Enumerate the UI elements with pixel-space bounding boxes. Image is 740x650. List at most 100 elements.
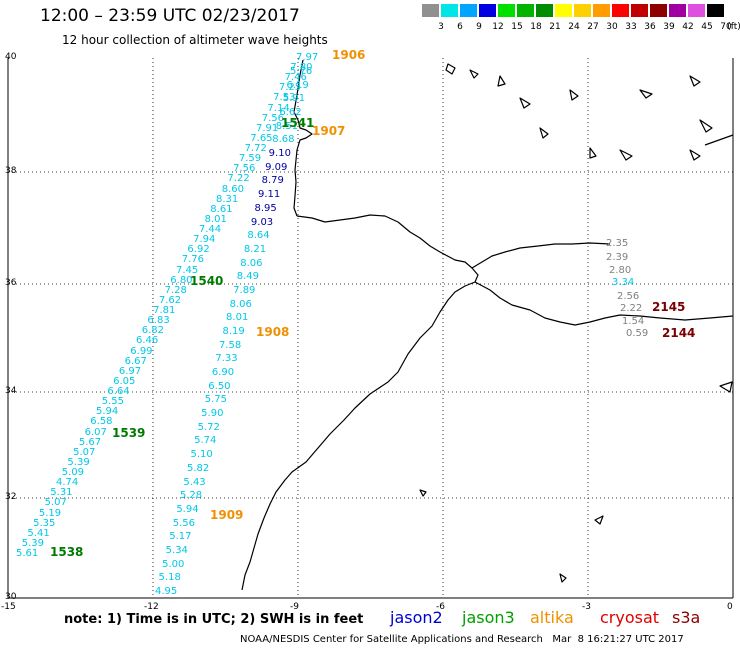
page-subtitle: 12 hour collection of altimeter wave hei… [62, 33, 328, 47]
legend-swatch [650, 4, 667, 17]
track-b-value: 8.21 [243, 243, 267, 255]
legend-unit: (ft) [727, 22, 740, 32]
track-a-value: 7.81 [153, 305, 176, 317]
track-c-value: 2.80 [609, 265, 632, 276]
lat-tick-label: 36 [5, 278, 17, 288]
legend-swatch [422, 4, 439, 17]
legend-swatch [460, 4, 477, 17]
time-label: 1907 [312, 124, 346, 138]
track-a-value: 7.62 [158, 294, 182, 306]
legend-swatch [669, 4, 686, 17]
track-a-value: 8.31 [216, 193, 239, 205]
lon-tick-label: -9 [290, 602, 299, 612]
track-a-value: 7.56 [233, 163, 256, 175]
legend-label: 9 [476, 22, 482, 32]
track-a-value: 5.19 [38, 507, 62, 519]
track-b-value: 5.28 [179, 490, 203, 502]
track-b-value: 5.74 [194, 435, 217, 447]
lat-tick-label: 32 [5, 492, 17, 502]
track-b-value: 6.90 [211, 367, 235, 379]
track-a-value: 7.56 [261, 112, 284, 124]
track-c-value: 1.54 [622, 316, 645, 327]
legend-swatch [688, 4, 705, 17]
lat-tick-label: 38 [5, 166, 17, 176]
footer-note: note: 1) Time is in UTC; 2) SWH is in fe… [64, 612, 364, 627]
track-a-value: 7.65 [250, 132, 273, 144]
track-b-value: 4.95 [155, 586, 178, 597]
track-b-value: 5.43 [183, 476, 206, 488]
track-a-value: 7.44 [198, 224, 222, 236]
track-b-value: 6.50 [208, 380, 231, 392]
track-a-value: 6.67 [124, 355, 147, 367]
track-a-value: 6.80 [170, 274, 193, 286]
lon-tick-label: -12 [144, 602, 159, 612]
time-label: 1908 [256, 325, 290, 339]
track-a-value: 6.83 [147, 315, 170, 327]
track-c-value: 2.22 [620, 303, 643, 314]
track-c-value: 3.34 [612, 277, 635, 288]
track-b-value: 7.58 [218, 339, 242, 351]
track-b-value: 8.06 [240, 257, 263, 269]
track-a-value: 7.53 [273, 92, 296, 104]
track-b-value: 7.33 [215, 353, 238, 365]
track-a-value: 5.39 [21, 537, 44, 549]
track-a-value: 6.92 [187, 244, 210, 256]
track-b-value: 5.90 [201, 408, 224, 420]
track-a-value: 6.99 [130, 345, 153, 357]
page-title: 12:00 – 23:59 UTC 02/23/2017 [40, 6, 300, 26]
track-a-value: 8.01 [204, 213, 227, 225]
track-a-value: 7.59 [238, 153, 262, 165]
track-a-value: 5.94 [96, 406, 119, 418]
track-b-value: 5.94 [176, 503, 199, 515]
legend-swatch [574, 4, 591, 17]
lat-tick-label: 34 [5, 386, 17, 396]
track-b-value: 5.10 [190, 449, 213, 461]
track-a-value: 8.61 [210, 203, 233, 215]
track-b-value: 8.49 [236, 271, 259, 283]
track-a-value: 6.64 [107, 386, 130, 398]
track-a-value: 5.31 [50, 487, 73, 499]
time-label: 1538 [50, 545, 84, 559]
track-b-value: 5.17 [169, 531, 192, 543]
track-a-value: 4.74 [56, 477, 79, 489]
legend-swatch [517, 4, 534, 17]
track-a-value: 6.05 [113, 375, 136, 387]
track-b-value: 9.11 [258, 189, 281, 201]
track-c-value: 2.39 [606, 252, 629, 263]
track-a-value: 5.07 [44, 497, 67, 509]
lon-tick-label: -6 [436, 602, 445, 612]
time-label: 2144 [662, 326, 696, 340]
coastline [241, 59, 734, 591]
track-b-value: 9.10 [268, 148, 291, 160]
track-a-value: 7.14 [267, 102, 290, 114]
track-b-value: 6.19 [286, 79, 309, 91]
legend-swatch [441, 4, 458, 17]
lon-tick-label: 0 [727, 602, 733, 612]
time-label: 1909 [210, 508, 244, 522]
track-a-value: 5.41 [27, 527, 50, 539]
track-a-value: 7.76 [181, 254, 204, 266]
track-a-value: 7.91 [256, 122, 279, 134]
track-b-value: 8.79 [261, 175, 284, 187]
track-a-value: 5.39 [67, 456, 90, 468]
legend-label: 45 [701, 22, 713, 32]
track-b-value: 8.01 [226, 312, 249, 324]
map-frame [7, 58, 734, 599]
track-a-value: 6.82 [141, 325, 164, 337]
track-a-value: 7.28 [164, 284, 187, 296]
track-a-value: 7.22 [227, 173, 250, 185]
legend-label: 24 [568, 22, 580, 32]
track-b-value: 5.75 [204, 394, 227, 406]
track-a-value: 6.07 [84, 426, 107, 438]
lat-tick-label: 30 [5, 592, 17, 602]
track-a-value: 5.55 [101, 396, 124, 408]
track-b-value: 8.68 [272, 134, 295, 146]
lat-tick-label: 40 [5, 52, 17, 62]
footer-credit: NOAA/NESDIS Center for Satellite Applica… [240, 634, 684, 645]
satellite-altika: altika [530, 608, 574, 627]
legend-label: 42 [682, 22, 694, 32]
track-b-value: 5.76 [290, 66, 313, 77]
track-b-value: 6.62 [279, 107, 302, 119]
track-b-value: 5.56 [172, 517, 196, 529]
track-a-value: 6.46 [136, 335, 159, 347]
